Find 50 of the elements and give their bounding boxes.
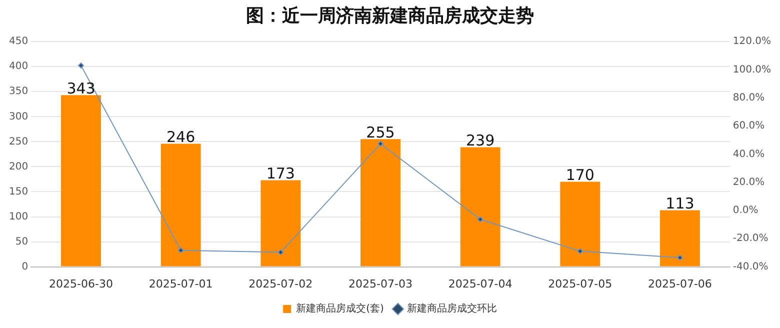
x-tick-label: 2025-07-06: [648, 277, 712, 290]
y-tick-label: 250: [8, 136, 28, 148]
y-tick-label: 300: [8, 111, 28, 122]
point: [377, 140, 384, 147]
y2-tick-label: 40.0%: [732, 148, 765, 160]
bar: [660, 210, 700, 266]
point: [676, 254, 683, 261]
legend-label: 新建商品房成交(套): [296, 302, 384, 315]
data-label: 113: [666, 194, 694, 213]
y-tick-label: 200: [8, 161, 28, 172]
y2-tick-label: 120.0%: [732, 36, 772, 48]
point: [78, 62, 84, 69]
x-tick-label: 2025-07-03: [348, 277, 412, 290]
y2-tick-label: 0.0%: [732, 205, 758, 216]
y2-tick-label: 80.0%: [732, 92, 765, 104]
x-tick-label: 2025-06-30: [49, 277, 113, 290]
bar: [160, 144, 201, 266]
x-tick-label: 2025-07-02: [248, 277, 313, 290]
bar: [61, 95, 101, 266]
x-tick-label: 2025-07-01: [148, 277, 213, 290]
y2-tick-label: 20.0%: [732, 176, 765, 188]
data-label: 173: [266, 164, 295, 183]
bar: [260, 180, 301, 266]
bar: [360, 139, 400, 266]
bar: [460, 147, 500, 266]
bar: [560, 182, 600, 266]
point: [178, 247, 184, 254]
point: [477, 216, 484, 222]
y-tick-label: 450: [8, 36, 28, 48]
chart-title: 图：近一周济南新建商品房成交走势: [246, 5, 534, 26]
y-tick-label: 100: [8, 211, 28, 222]
y-tick-label: 400: [8, 61, 28, 72]
point: [278, 249, 284, 256]
data-label: 343: [66, 80, 96, 98]
y2-tick-label: 60.0%: [732, 120, 765, 132]
y-tick-label: 0: [22, 261, 28, 272]
x-tick-label: 2025-07-05: [548, 277, 612, 290]
legend-label: 新建商品房成交环比: [406, 302, 497, 315]
y-tick-label: 50: [15, 236, 28, 248]
data-label: 170: [566, 166, 594, 184]
x-tick-label: 2025-07-04: [448, 277, 512, 290]
y2-tick-label: 100.0%: [732, 64, 772, 76]
data-label: 255: [366, 124, 395, 142]
data-label: 239: [466, 132, 495, 150]
y2-tick-label: -40.0%: [732, 261, 768, 272]
y2-tick-label: -20.0%: [732, 233, 768, 244]
y-tick-label: 150: [8, 186, 28, 198]
point: [577, 248, 584, 254]
data-label: 246: [166, 128, 196, 146]
y-tick-label: 350: [8, 86, 28, 98]
